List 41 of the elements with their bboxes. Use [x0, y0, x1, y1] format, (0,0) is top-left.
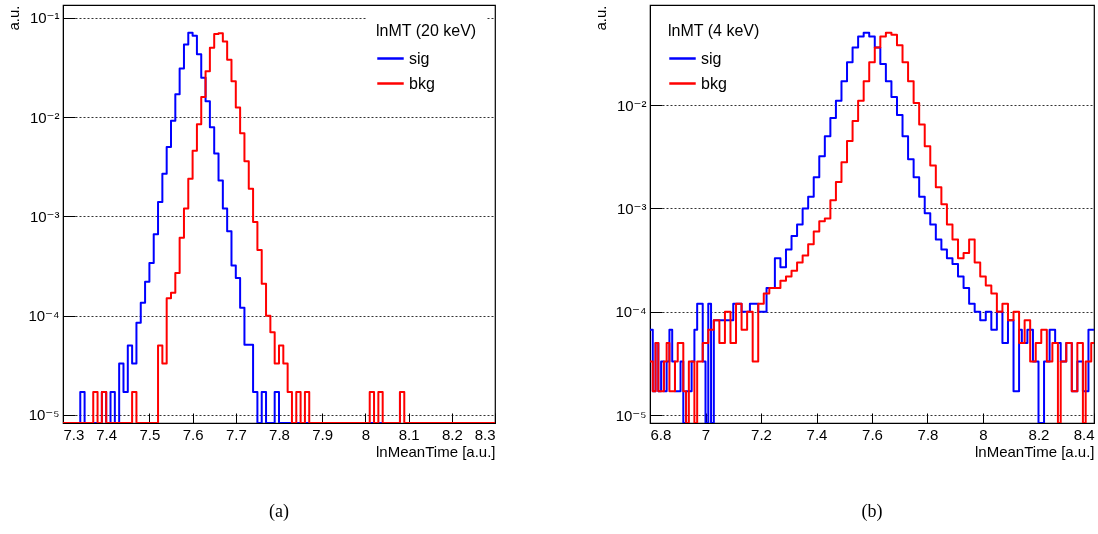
x-tick-label: 7.4 [806, 425, 828, 443]
text: (a) [269, 501, 289, 522]
y-tick-label: 10⁻¹ [29, 9, 60, 27]
x-tick-label: 6.8 [650, 425, 672, 443]
y-tick-label: 10⁻² [616, 96, 647, 114]
x-tick-label: 7.4 [96, 425, 118, 443]
legend-label: sig [701, 49, 722, 67]
x-tick-label: 7.9 [312, 425, 334, 443]
y-axis-title: a.u. [5, 5, 23, 31]
x-tick-label: 7.6 [862, 425, 883, 443]
y-tick-label: 10⁻⁵ [28, 406, 60, 424]
y-tick-label: 10⁻⁴ [28, 307, 60, 325]
x-tick-label: 7.7 [225, 425, 247, 443]
x-tick-label: 8.2 [441, 425, 463, 443]
y-tick-label: 10⁻⁵ [615, 406, 647, 424]
x-tick-label: 7.6 [182, 425, 204, 443]
x-tick-label: 8 [361, 425, 371, 443]
y-axis-title: a.u. [592, 5, 610, 31]
y-tick-label: 10⁻² [29, 108, 60, 126]
legend-label: sig [409, 49, 430, 67]
text: (b) [861, 501, 883, 522]
x-tick-label: 7.5 [139, 425, 161, 443]
x-axis-title: lnMeanTime [a.u.] [975, 442, 1095, 460]
x-tick-label: 7.8 [269, 425, 290, 443]
legend-title: lnMT (20 keV) [376, 22, 477, 39]
legend-label: bkg [701, 74, 727, 92]
x-tick-label: 7.2 [751, 425, 772, 443]
legend-title: lnMT (4 keV) [668, 22, 760, 39]
x-tick-label: 8.1 [398, 425, 420, 443]
x-tick-label: 7.3 [63, 425, 85, 443]
x-tick-label: 8.2 [1028, 425, 1050, 443]
x-tick-label: 8.4 [1073, 425, 1095, 443]
y-tick-label: 10⁻³ [616, 199, 647, 217]
x-tick-label: 7 [701, 425, 711, 443]
legend-label: bkg [409, 74, 435, 92]
y-tick-label: 10⁻⁴ [615, 303, 647, 321]
x-tick-label: 7.8 [917, 425, 939, 443]
x-axis-title: lnMeanTime [a.u.] [376, 442, 496, 460]
y-tick-label: 10⁻³ [29, 207, 60, 225]
x-tick-label: 8.3 [474, 425, 496, 443]
x-tick-label: 8 [979, 425, 988, 443]
